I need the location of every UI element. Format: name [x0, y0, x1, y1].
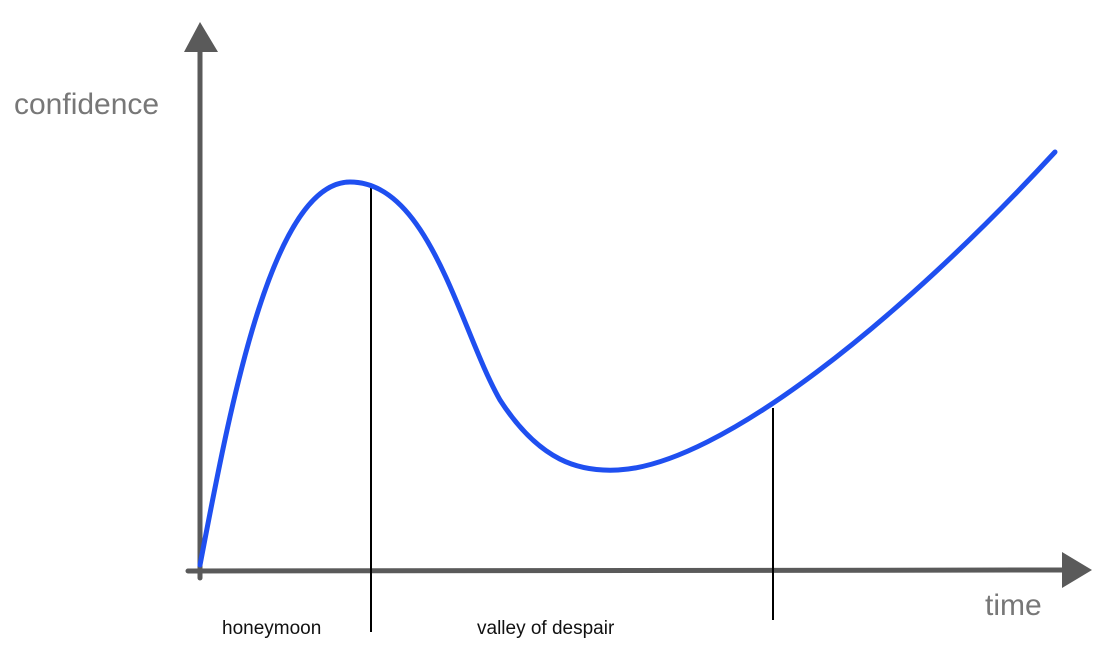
x-axis-arrow	[1062, 552, 1092, 588]
x-axis	[185, 567, 1068, 574]
y-axis-label: confidence	[14, 88, 159, 121]
phase-label: honeymoon	[222, 618, 321, 639]
y-axis-arrow	[184, 22, 218, 52]
x-axis-label: time	[985, 589, 1042, 622]
confidence-curve	[197, 149, 1058, 568]
phase-label: valley of despair	[477, 618, 615, 639]
